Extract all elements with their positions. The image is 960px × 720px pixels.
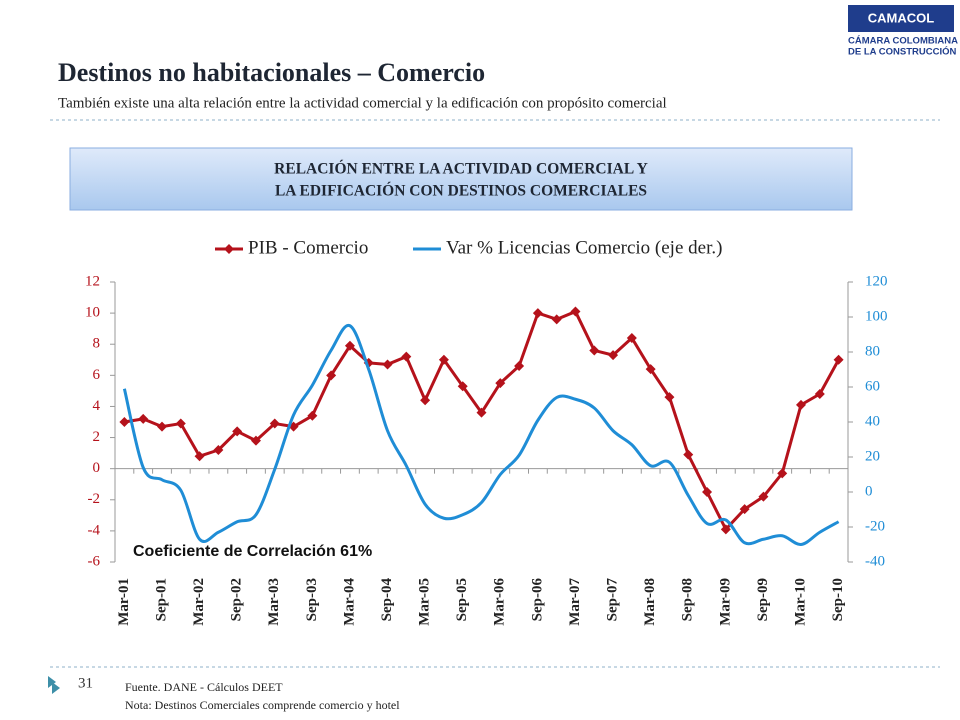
chart-heading: RELACIÓN ENTRE LA ACTIVIDAD COMERCIAL Y [274,161,648,178]
point [551,314,562,325]
y-tick-label: -6 [88,553,101,569]
y2-tick-label: 100 [865,308,888,324]
point [156,421,167,432]
point [213,445,224,455]
y2-tick-label: 20 [865,448,880,464]
chart-heading-box [69,147,853,211]
point [833,354,844,365]
point [645,364,656,375]
x-tick-label: Mar-10 [792,578,808,626]
x-tick-label: Mar-03 [266,578,282,626]
point [119,417,130,427]
y-tick-label: 12 [85,273,100,289]
point [175,418,186,429]
point [608,350,619,361]
x-tick-label: Mar-08 [642,578,658,626]
x-tick-label: Mar-05 [417,578,433,626]
point [626,333,637,343]
point [232,426,243,437]
y2-tick-label: 40 [865,413,880,429]
x-tick-label: Mar-06 [492,578,508,626]
y-tick-label: 4 [93,398,101,414]
slide-subtitle: También existe una alta relación entre l… [58,95,667,111]
point [382,359,393,370]
point [796,399,807,410]
x-tick-label: Sep-09 [755,578,771,621]
legend-label: Var % Licencias Comercio (eje der.) [446,237,722,258]
point [194,451,205,462]
logo-line: CÁMARA COLOMBIANA [848,36,958,47]
point [683,449,694,460]
x-tick-label: Sep-07 [605,578,621,622]
logo-name: CAMACOL [868,10,934,25]
y2-tick-label: -40 [865,553,885,569]
point [739,504,750,515]
point [570,306,581,317]
point [307,410,318,421]
y2-tick-label: -20 [865,518,885,534]
point [138,413,149,424]
y-tick-label: 8 [93,336,101,352]
series-line [122,323,840,546]
x-tick-label: Mar-02 [191,578,207,626]
y2-tick-label: 120 [865,273,888,289]
point [495,378,506,389]
point [664,392,675,403]
point [814,389,825,399]
x-tick-label: Mar-01 [116,578,132,626]
point [269,418,280,429]
y2-tick-label: 0 [865,483,873,499]
point [476,407,487,418]
slide-title: Destinos no habitacionales – Comercio [58,58,485,87]
point [457,381,468,392]
point [720,524,731,535]
annotation: Coeficiente de Correlación 61% [133,543,372,560]
y-tick-label: -4 [88,522,101,538]
x-tick-label: Mar-07 [567,578,583,626]
point [250,435,261,446]
point [438,354,449,365]
x-tick-label: Sep-02 [229,578,245,621]
legend-marker [224,244,234,254]
footer-note: Fuente. DANE - Cálculos DEET [125,680,283,694]
x-tick-label: Mar-04 [341,578,357,626]
bullet-icon [48,676,60,694]
y-tick-label: 2 [93,429,101,445]
point [777,468,788,479]
point [420,395,431,406]
chart-heading: LA EDIFICACIÓN CON DESTINOS COMERCIALES [275,183,647,200]
y2-tick-label: 60 [865,378,880,394]
footer-note: Nota: Destinos Comerciales comprende com… [125,698,400,712]
x-tick-label: Sep-06 [529,578,545,622]
point [326,370,337,381]
logo-box [848,5,954,32]
point [702,487,713,497]
series-line [124,310,840,531]
y-tick-label: 0 [93,460,101,476]
x-tick-label: Sep-05 [454,578,470,621]
y2-tick-label: 80 [865,343,880,359]
x-tick-label: Sep-04 [379,578,395,622]
y-tick-label: 10 [85,305,100,321]
point [344,340,355,351]
point [589,345,600,356]
logo-line: DE LA CONSTRUCCIÓN [848,46,957,58]
page-number: 31 [78,675,93,691]
x-tick-label: Sep-03 [304,578,320,621]
point [758,491,769,502]
y-tick-label: -2 [88,491,101,507]
x-tick-label: Sep-10 [830,578,846,621]
y-tick-label: 6 [93,367,101,383]
point [401,351,412,362]
point [514,361,525,371]
x-tick-label: Sep-08 [680,578,696,621]
legend-label: PIB - Comercio [248,237,368,258]
x-tick-label: Mar-09 [717,578,733,626]
point [532,308,543,319]
x-tick-label: Sep-01 [153,578,169,621]
